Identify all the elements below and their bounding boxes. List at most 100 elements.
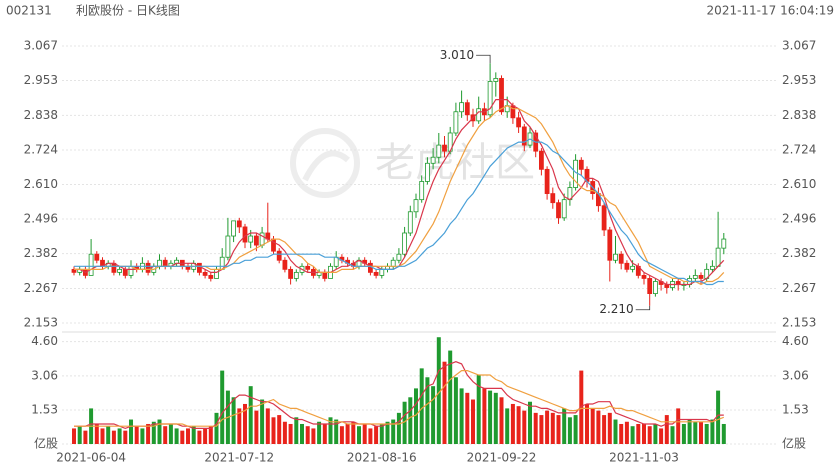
volume-bar: [670, 426, 675, 444]
candle-body: [225, 235, 231, 258]
volume-bar: [191, 426, 196, 444]
y-tick-label-right: 2.496: [782, 212, 816, 226]
volume-bar: [642, 423, 646, 444]
annotation-leader: [635, 305, 651, 311]
candle-body: [601, 205, 607, 231]
volume-bar: [265, 408, 270, 444]
candle-body: [248, 235, 254, 243]
volume-bar: [419, 368, 424, 444]
watermark: 老虎社区: [375, 140, 535, 186]
candle-body: [322, 271, 328, 279]
volume-bar: [522, 410, 527, 444]
candle-body: [208, 275, 214, 279]
candle-body: [653, 281, 658, 295]
volume-bar: [140, 428, 145, 444]
candle-body: [624, 262, 630, 270]
volume-bar: [220, 370, 225, 444]
y-tick-label-left: 2.153: [24, 316, 58, 330]
volume-bar: [231, 397, 236, 444]
volume-bar: [693, 421, 698, 444]
volume-bar: [305, 426, 310, 444]
volume-bar: [545, 410, 550, 444]
candle-body: [442, 144, 447, 152]
volume-bar: [476, 375, 481, 444]
volume-bar: [493, 392, 498, 444]
volume-bar: [146, 423, 151, 444]
volume-bar: [556, 415, 561, 444]
y-tick-label-left: 2.724: [24, 142, 58, 156]
candle-body: [476, 108, 482, 122]
volume-bar: [579, 370, 584, 444]
candle-body: [425, 162, 430, 182]
candle-body: [430, 156, 436, 164]
candle-body: [94, 253, 100, 261]
volume-bar: [151, 421, 156, 444]
candle-body: [647, 278, 653, 295]
annotation-label: 2.210: [599, 302, 633, 316]
candle-body: [231, 220, 236, 237]
volume-bar: [562, 408, 567, 444]
volume-bar: [351, 421, 356, 444]
candle-body: [544, 168, 550, 194]
candle-body: [390, 259, 396, 267]
x-tick-label: 2021-11-03: [609, 451, 679, 465]
volume-bar: [471, 399, 475, 444]
volume-bar: [214, 412, 219, 444]
candle-body: [493, 78, 499, 82]
candle-body: [550, 193, 556, 204]
volume-bar: [243, 403, 247, 444]
volume-bar: [379, 423, 384, 444]
candle-body: [618, 253, 624, 264]
volume-bar: [567, 417, 572, 444]
candle-body: [641, 275, 647, 279]
volume-bar: [322, 423, 327, 444]
volume-bar: [488, 390, 493, 444]
volume-bar: [208, 426, 213, 444]
candle-body: [721, 238, 727, 249]
annotation-label: 3.010: [440, 48, 474, 62]
volume-bar: [436, 337, 441, 444]
volume-bar: [197, 430, 202, 444]
volume-bar: [260, 399, 265, 444]
volume-bar: [271, 417, 276, 444]
volume-bar: [664, 415, 669, 444]
volume-bar: [607, 412, 612, 444]
volume-bar: [550, 412, 555, 444]
stock-code: 002131: [6, 4, 52, 18]
x-tick-label: 2021-06-04: [56, 451, 126, 465]
volume-bar: [442, 361, 447, 444]
volume-bar: [482, 388, 487, 444]
candle-body: [487, 81, 493, 116]
volume-bar: [721, 423, 726, 444]
timestamp: 2021-11-17 16:04:19: [707, 4, 834, 18]
y-tick-label-right: 2.724: [782, 142, 816, 156]
candle-body: [197, 262, 202, 273]
y-tick-label-right: 2.382: [782, 246, 816, 260]
candle-body: [157, 259, 162, 267]
volume-bar: [174, 428, 179, 444]
volume-bar: [704, 423, 709, 444]
volume-bar: [83, 430, 88, 444]
candle-body: [539, 150, 544, 170]
candle-body: [407, 211, 413, 234]
volume-bar: [163, 426, 168, 444]
volume-bar: [180, 430, 185, 444]
volume-bar: [716, 390, 721, 444]
candle-body: [715, 247, 721, 267]
volume-bar: [345, 423, 350, 444]
volume-bar: [334, 419, 339, 444]
volume-bar: [539, 415, 544, 444]
volume-bar: [248, 386, 253, 444]
y-tick-label-left: 2.610: [24, 177, 58, 191]
candle-body: [122, 268, 128, 276]
volume-bar: [510, 403, 515, 444]
candle-body: [613, 253, 618, 261]
x-tick-label: 2021-09-22: [467, 451, 537, 465]
volume-bar: [77, 426, 82, 444]
volume-bar: [254, 410, 259, 444]
volume-bar: [602, 415, 607, 444]
candle-body: [396, 253, 402, 261]
volume-bar: [687, 419, 692, 444]
volume-bar: [681, 423, 686, 444]
